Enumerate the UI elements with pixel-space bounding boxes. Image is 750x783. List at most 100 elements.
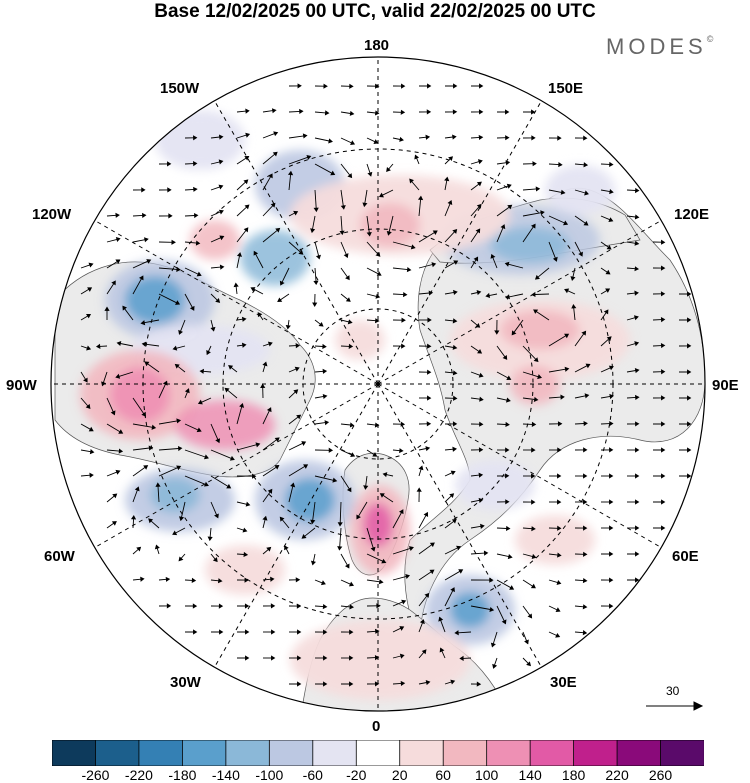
wind-vector-head [409,178,414,184]
wind-vector-head [349,681,354,687]
wind-vector-head [89,449,95,455]
wind-vector-head [148,445,154,451]
wind-vector-head [401,599,407,605]
wind-vector-head [219,235,225,241]
wind-vector-head [168,213,173,219]
wind-vector [470,292,478,295]
wind-vector [132,239,146,243]
wind-vector-head [279,280,285,286]
wind-vector [210,423,219,440]
wind-vector-head [564,333,570,339]
wind-vector [365,475,368,487]
wind-vector [210,186,220,191]
wind-vector-head [294,366,300,372]
wind-vector-head [492,663,498,669]
wind-vector [314,605,324,608]
wind-vector-head [372,452,378,457]
wind-vector-head [310,519,316,525]
wind-vector-head [425,446,431,452]
wind-vector-head [337,522,343,527]
wind-vector-head [494,330,500,335]
wind-vector [522,345,537,360]
wind-vector-head [505,135,510,141]
wind-vector [574,579,584,582]
wind-vector-head [245,108,250,114]
wind-vector [314,370,324,373]
wind-vector-head [473,256,479,262]
wind-vector [339,501,342,523]
wind-vector-head [89,472,94,478]
wind-vector-head [349,604,354,610]
wind-vector-head [193,135,198,141]
wind-vector [508,293,524,298]
wind-vector-head [408,546,414,551]
wind-vector-head [367,171,373,177]
wind-vector [314,345,323,347]
wind-vector-head [233,282,239,288]
wind-vector-head [444,176,450,182]
wind-vector [470,345,480,352]
wind-vector-head [635,187,640,194]
wind-vector [626,267,636,270]
wind-vector-head [172,530,178,536]
wind-vector-head [452,134,457,140]
wind-vector-head [144,361,150,367]
wind-vector-head [635,499,640,505]
wind-vector [181,501,186,518]
wind-vector [314,422,326,425]
wind-vector-head [215,438,221,444]
wind-vector-head [349,110,355,116]
wind-vector [210,319,214,329]
wind-vector [210,211,221,217]
wind-vector-head [206,350,211,356]
wind-vector-head [479,396,484,402]
wind-vector [392,575,407,581]
colorbar-segment [181,740,227,766]
wind-vector-head [410,244,416,250]
wind-vector [340,319,350,323]
wind-vector [492,257,498,269]
wind-vector [418,682,427,685]
wind-vector [210,449,232,459]
wind-vector [492,631,498,644]
wind-vector [80,423,91,430]
wind-vector-head [374,655,380,661]
wind-vector [470,605,491,610]
wind-vector-head [584,190,589,196]
wind-vector-head [452,109,458,115]
wind-vector-head [375,251,381,257]
wind-vector-head [450,587,455,593]
wind-vector [132,214,143,217]
wind-vector-head [218,209,224,215]
wind-vector-head [427,395,432,401]
wind-vector [574,395,586,399]
wind-vector-head [530,223,536,229]
wind-vector-head [429,569,435,575]
wind-vector [574,365,588,373]
wind-vector [259,315,264,321]
wind-vector-head [134,486,140,492]
colorbar-segment [573,740,618,766]
wind-vector [210,293,218,301]
wind-vector [444,520,455,529]
wind-vector [418,292,430,295]
wind-vector [314,137,330,142]
wind-vector [236,444,257,451]
wind-vector-head [376,271,382,276]
wind-vector-head [661,447,666,453]
wind-vector-head [609,161,614,167]
wind-vector-head [204,454,209,460]
wind-vector-head [214,513,219,519]
wind-vector-head [635,447,640,453]
wind-vector [418,544,432,555]
wind-vector [626,215,636,218]
wind-vector-head [193,629,198,635]
wind-vector [548,241,556,259]
colorbar-segment [616,740,662,766]
wind-vector-head [401,83,406,89]
colorbar-tick-label: 140 [518,767,542,783]
wind-vector-head [378,579,384,585]
colorbar-segment [312,740,357,766]
wind-vector-head [661,369,666,375]
wind-vector [366,241,379,255]
